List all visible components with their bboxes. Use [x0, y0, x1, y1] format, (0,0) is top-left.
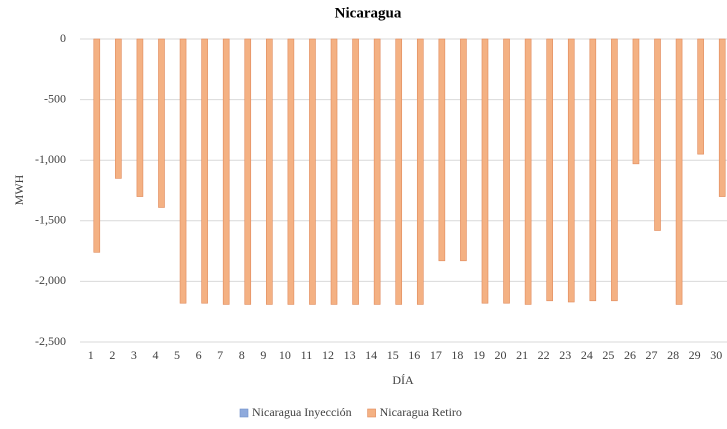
x-tick-label: 1 — [88, 348, 94, 362]
bar — [697, 38, 704, 155]
bar — [201, 38, 208, 304]
bar — [136, 38, 144, 197]
bar — [330, 38, 338, 305]
y-tick-label: 0 — [60, 31, 66, 45]
x-tick-label: 29 — [689, 348, 701, 362]
bar — [654, 38, 661, 231]
y-tick-label: -2,000 — [35, 273, 66, 287]
bar — [524, 38, 532, 305]
x-tick-label: 8 — [239, 348, 245, 362]
y-tick-label: -1,500 — [35, 213, 66, 227]
x-tick-label: 23 — [559, 348, 571, 362]
bar — [546, 38, 553, 302]
x-tick-label: 24 — [581, 348, 593, 362]
bar — [675, 38, 683, 305]
x-tick-label: 21 — [516, 348, 528, 362]
bar — [287, 38, 295, 305]
legend-swatch — [239, 408, 249, 418]
bar — [115, 38, 122, 179]
bar — [611, 38, 618, 302]
x-axis-label: DÍA — [392, 373, 414, 387]
bar — [158, 38, 165, 208]
y-tick-label: -1,000 — [35, 152, 66, 166]
bar — [460, 38, 467, 262]
bar — [93, 38, 101, 253]
bar — [438, 38, 446, 262]
x-tick-label: 25 — [602, 348, 614, 362]
bar — [222, 38, 230, 305]
y-tick-label: -2,500 — [35, 334, 66, 348]
y-tick-label: -500 — [44, 91, 66, 105]
x-tick-label: 16 — [408, 348, 420, 362]
bar — [718, 38, 726, 197]
legend-label: Nicaragua Retiro — [380, 405, 462, 419]
x-tick-label: 2 — [109, 348, 115, 362]
x-tick-label: 28 — [667, 348, 679, 362]
chart-title: Nicaragua — [335, 5, 402, 21]
x-tick-label: 4 — [152, 348, 158, 362]
x-tick-label: 3 — [131, 348, 137, 362]
x-tick-label: 14 — [365, 348, 377, 362]
x-tick-label: 7 — [217, 348, 223, 362]
x-tick-label: 13 — [344, 348, 356, 362]
x-tick-label: 22 — [538, 348, 550, 362]
x-tick-label: 6 — [196, 348, 202, 362]
bar — [567, 38, 575, 303]
x-tick-label: 15 — [387, 348, 399, 362]
x-tick-label: 10 — [279, 348, 291, 362]
bar — [589, 38, 597, 302]
bar — [481, 38, 489, 304]
bar — [309, 38, 316, 305]
legend-label: Nicaragua Inyección — [252, 405, 352, 419]
legend-swatch — [367, 408, 376, 418]
bar — [632, 38, 640, 165]
bar — [503, 38, 510, 304]
bar — [416, 38, 424, 305]
bar — [352, 38, 359, 305]
bar — [244, 38, 252, 305]
x-tick-label: 20 — [495, 348, 507, 362]
x-tick-label: 19 — [473, 348, 485, 362]
y-axis-label: MWH — [12, 174, 26, 205]
x-tick-label: 12 — [322, 348, 334, 362]
x-tick-label: 18 — [451, 348, 463, 362]
bar — [395, 38, 403, 305]
x-tick-label: 17 — [430, 348, 442, 362]
x-tick-label: 30 — [710, 348, 722, 362]
x-tick-label: 26 — [624, 348, 636, 362]
bar — [373, 38, 381, 305]
x-tick-label: 11 — [301, 348, 313, 362]
x-tick-label: 27 — [646, 348, 658, 362]
x-tick-label: 5 — [174, 348, 180, 362]
x-tick-label: 9 — [260, 348, 266, 362]
bar — [179, 38, 187, 304]
bar — [266, 38, 273, 305]
